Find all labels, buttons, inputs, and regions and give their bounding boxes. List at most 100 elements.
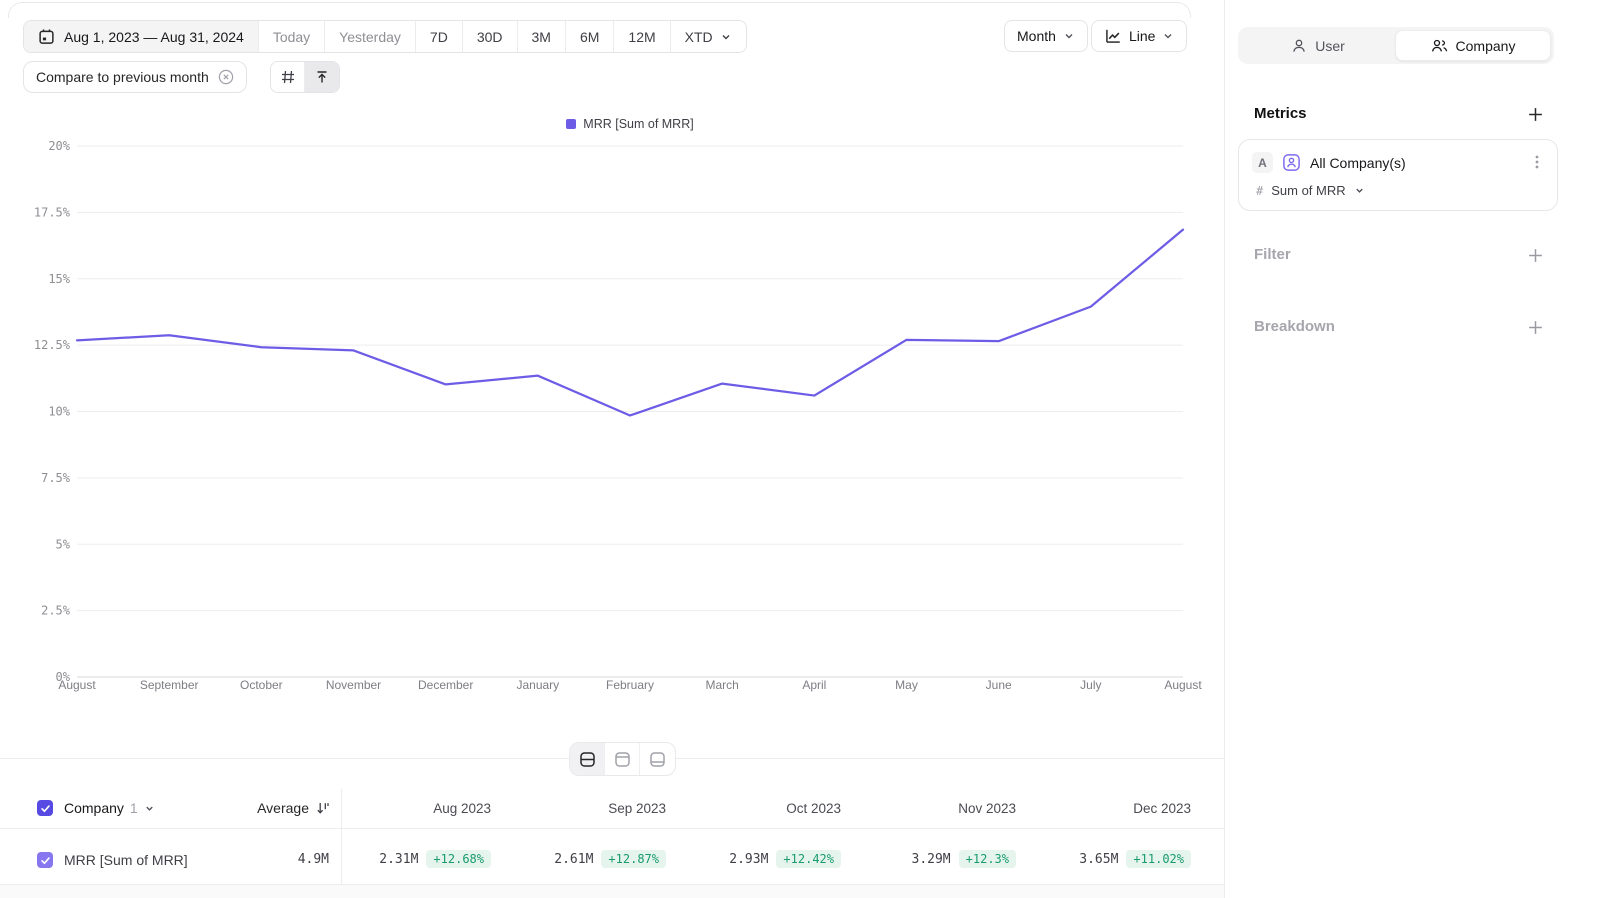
xtick-7-march: March [705, 678, 738, 692]
metric-card-header: A All Company(s) [1252, 152, 1406, 173]
breakdown-heading: Breakdown [1254, 318, 1335, 335]
layout-top-icon [614, 751, 630, 767]
row-cell-sep-2023: 2.61M +12.87% [516, 846, 691, 872]
config-sidebar: User Company Metrics A [1224, 0, 1600, 898]
annotations-toggle-button[interactable] [305, 62, 339, 92]
add-breakdown-button[interactable] [1526, 318, 1544, 336]
row-cell-oct-2023: 2.93M +12.42% [691, 846, 866, 872]
layout-split-icon [579, 751, 595, 767]
metric-card[interactable]: A All Company(s) # Sum of MRR [1238, 139, 1558, 211]
preset-30d[interactable]: 30D [463, 21, 518, 52]
xtick-1-september: September [140, 678, 199, 692]
row-average-value: 4.9M [297, 851, 329, 867]
kebab-icon [1535, 155, 1539, 169]
ytick-0%: 0% [56, 670, 71, 684]
xtick-3-november: November [326, 678, 381, 692]
cell-value: 2.61M [554, 851, 594, 867]
layout-bottom-icon [650, 751, 665, 767]
column-header-nov-2023[interactable]: Nov 2023 [958, 800, 1016, 816]
series-line-MRR [Sum of MRR][interactable] [75, 228, 1185, 417]
delta-badge: +12.3% [958, 850, 1016, 868]
preset-12m[interactable]: 12M [614, 21, 671, 52]
compare-chip[interactable]: Compare to previous month [23, 61, 247, 93]
date-range-button[interactable]: Aug 1, 2023 — Aug 31, 2024 [24, 21, 259, 52]
group-count: 1 [129, 800, 138, 816]
date-range-label: Aug 1, 2023 — Aug 31, 2024 [64, 28, 244, 45]
chevron-down-icon [1164, 34, 1172, 39]
table-row[interactable]: MRR [Sum of MRR] [37, 848, 188, 872]
cell-value: 3.29M [911, 851, 951, 867]
grid-toggle-button[interactable] [271, 62, 305, 92]
preset-3m[interactable]: 3M [518, 21, 566, 52]
group-by-select[interactable]: Company 1 [64, 800, 155, 816]
metrics-heading: Metrics [1254, 105, 1307, 122]
plus-icon [1528, 107, 1542, 121]
close-circle-icon[interactable] [218, 69, 234, 85]
sort-icon [317, 803, 329, 814]
row-average-cell: 4.9M [150, 847, 329, 871]
table-group-header: Company 1 [37, 796, 155, 820]
select-all-checkbox[interactable] [37, 800, 53, 816]
layout-split-button[interactable] [570, 743, 605, 775]
delta-badge: +12.42% [776, 850, 841, 868]
preset-7d[interactable]: 7D [416, 21, 463, 52]
add-metric-button[interactable] [1526, 105, 1544, 123]
layout-table-only-button[interactable] [640, 743, 675, 775]
ytick-10%: 10% [48, 405, 70, 419]
layout-chart-only-button[interactable] [605, 743, 640, 775]
chart-type-select[interactable]: Line [1091, 20, 1188, 52]
preset-today[interactable]: Today [259, 21, 326, 52]
row-checkbox[interactable] [37, 852, 53, 868]
preset-6m[interactable]: 6M [566, 21, 615, 52]
layout-toggle [569, 742, 676, 776]
ytick-17.5%: 17.5% [34, 205, 71, 219]
group-label: Company [64, 800, 124, 816]
legend-swatch [566, 119, 577, 129]
ytick-2.5%: 2.5% [41, 604, 71, 618]
date-range-group: Aug 1, 2023 — Aug 31, 2024 Today Yesterda… [23, 20, 747, 53]
column-header-oct-2023[interactable]: Oct 2023 [786, 800, 841, 816]
average-label: Average [257, 800, 309, 816]
delta-badge: +11.02% [1126, 850, 1191, 868]
company-avatar-icon [1283, 154, 1300, 171]
ytick-7.5%: 7.5% [41, 471, 71, 485]
column-header-aug-2023[interactable]: Aug 2023 [433, 800, 491, 816]
cell-value: 2.31M [379, 851, 419, 867]
column-header-dec-2023[interactable]: Dec 2023 [1133, 800, 1191, 816]
add-filter-button[interactable] [1526, 246, 1544, 264]
granularity-select[interactable]: Month [1004, 20, 1088, 52]
row-cell-dec-2023: 3.65M +11.02% [1041, 846, 1216, 872]
xtick-10-june: June [986, 678, 1012, 692]
metric-menu-button[interactable] [1529, 153, 1545, 171]
filter-heading: Filter [1254, 246, 1291, 263]
table-header-border [0, 828, 1224, 829]
metric-measure-row[interactable]: # Sum of MRR [1256, 183, 1365, 198]
mrr-line-chart[interactable]: 0% 2.5% 5% 7.5% 10% 12.5% 15% 17.5% 20% August Sep… [0, 135, 1224, 700]
ytick-20%: 20% [48, 139, 70, 153]
ytick-15%: 15% [48, 272, 70, 286]
granularity-label: Month [1017, 28, 1056, 44]
arrow-up-to-line-icon [317, 71, 327, 83]
chevron-down-icon [1355, 188, 1363, 193]
row-cell-nov-2023: 3.29M +12.3% [866, 846, 1041, 872]
xtick-4-december: December [418, 678, 473, 692]
ytick-12.5%: 12.5% [34, 338, 71, 352]
average-column-header[interactable]: Average [150, 796, 330, 820]
toggle-company[interactable]: Company [1395, 30, 1551, 61]
metric-series-badge: A [1252, 152, 1273, 173]
xtick-0-august: August [58, 678, 96, 692]
checkbox-check-icon [40, 856, 50, 864]
xtick-6-february: February [606, 678, 654, 692]
table-bottom-area [0, 884, 1224, 898]
column-header-sep-2023[interactable]: Sep 2023 [608, 800, 666, 816]
hash-icon: # [1256, 183, 1264, 198]
legend-label: MRR [Sum of MRR] [583, 117, 694, 131]
preset-xtd[interactable]: XTD [671, 21, 746, 52]
xtick-8-april: April [802, 678, 826, 692]
measure-label: Sum of MRR [1271, 183, 1346, 198]
checkbox-check-icon [40, 804, 50, 812]
calendar-icon [39, 29, 54, 44]
toggle-user[interactable]: User [1241, 30, 1395, 61]
preset-yesterday[interactable]: Yesterday [325, 21, 416, 52]
